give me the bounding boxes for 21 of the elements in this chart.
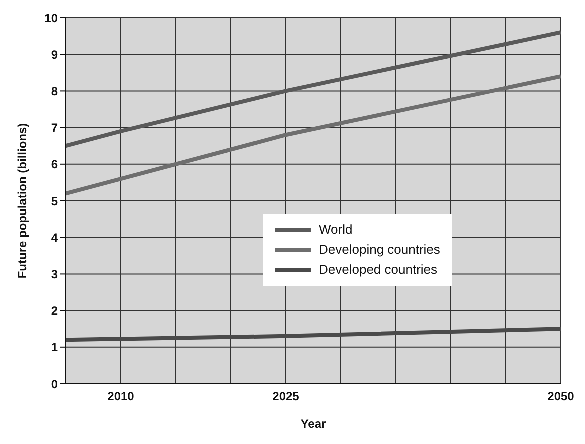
y-tick-label: 8 — [51, 84, 58, 98]
y-tick-label: 2 — [51, 304, 58, 318]
y-tick-label: 0 — [51, 377, 58, 392]
y-axis-title: Future population (billions) — [15, 123, 30, 279]
y-tick-label: 6 — [51, 158, 58, 172]
legend-label: Developed countries — [319, 261, 438, 279]
y-tick-label: 1 — [51, 340, 58, 355]
y-tick-label: 4 — [51, 230, 58, 245]
legend-label: World — [319, 221, 353, 239]
y-tick-label: 5 — [51, 194, 58, 208]
x-tick-label: 2025 — [272, 390, 300, 404]
line-series — [66, 30, 561, 148]
x-axis-title: Year — [300, 417, 327, 431]
y-tick-label: 9 — [51, 48, 58, 62]
line-series — [66, 74, 561, 196]
y-tick-label: 10 — [44, 11, 58, 26]
y-tick-label: 3 — [51, 267, 58, 282]
legend-label: Developing countries — [319, 241, 440, 259]
y-tick-label: 7 — [51, 121, 58, 136]
x-tick-label: 2050 — [548, 390, 575, 404]
x-tick-label: 2010 — [108, 390, 135, 404]
